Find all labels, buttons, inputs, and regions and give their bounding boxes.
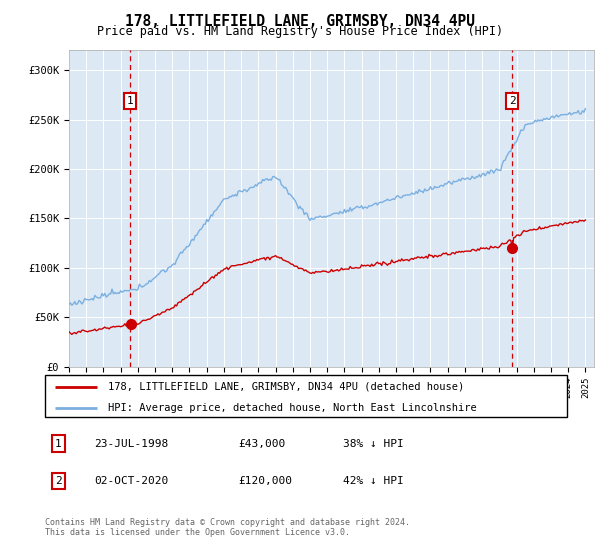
Text: HPI: Average price, detached house, North East Lincolnshire: HPI: Average price, detached house, Nort… bbox=[107, 403, 476, 413]
FancyBboxPatch shape bbox=[45, 375, 567, 417]
Text: £43,000: £43,000 bbox=[238, 438, 286, 449]
Text: 23-JUL-1998: 23-JUL-1998 bbox=[95, 438, 169, 449]
Text: Price paid vs. HM Land Registry's House Price Index (HPI): Price paid vs. HM Land Registry's House … bbox=[97, 25, 503, 38]
Text: 42% ↓ HPI: 42% ↓ HPI bbox=[343, 477, 403, 486]
Text: 02-OCT-2020: 02-OCT-2020 bbox=[95, 477, 169, 486]
Text: 1: 1 bbox=[127, 96, 133, 106]
Text: 2: 2 bbox=[55, 477, 61, 486]
Text: 1: 1 bbox=[55, 438, 61, 449]
Text: £120,000: £120,000 bbox=[238, 477, 292, 486]
Text: 38% ↓ HPI: 38% ↓ HPI bbox=[343, 438, 403, 449]
Text: 2: 2 bbox=[509, 96, 515, 106]
Text: 178, LITTLEFIELD LANE, GRIMSBY, DN34 4PU (detached house): 178, LITTLEFIELD LANE, GRIMSBY, DN34 4PU… bbox=[107, 381, 464, 391]
Text: Contains HM Land Registry data © Crown copyright and database right 2024.
This d: Contains HM Land Registry data © Crown c… bbox=[45, 518, 410, 538]
Text: 178, LITTLEFIELD LANE, GRIMSBY, DN34 4PU: 178, LITTLEFIELD LANE, GRIMSBY, DN34 4PU bbox=[125, 14, 475, 29]
